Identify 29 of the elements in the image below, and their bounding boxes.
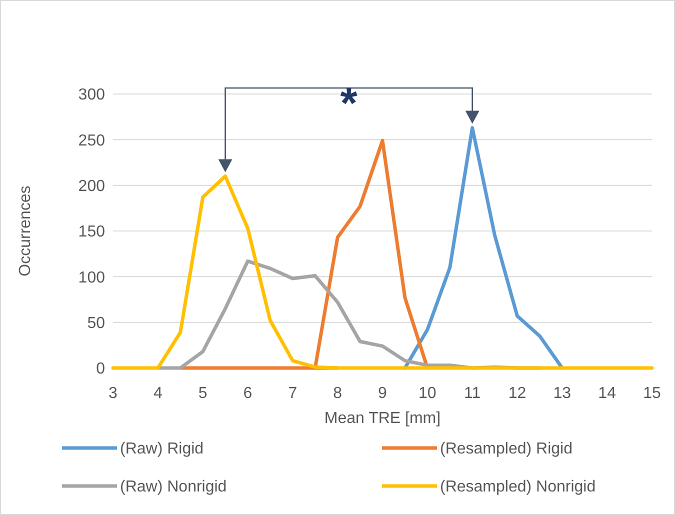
- legend-label: (Raw) Rigid: [120, 440, 204, 458]
- y-tick-label: 200: [78, 178, 106, 195]
- y-axis-title: Occurrences: [17, 186, 34, 276]
- legend-label: (Raw) Nonrigid: [120, 478, 227, 496]
- x-tick-label: 10: [418, 385, 436, 402]
- y-tick-label: 100: [78, 269, 106, 286]
- x-tick-label: 3: [108, 385, 118, 402]
- x-tick-label: 15: [643, 385, 661, 402]
- y-tick-label: 150: [78, 224, 106, 241]
- x-tick-label: 4: [153, 385, 162, 402]
- y-tick-label: 50: [87, 314, 106, 332]
- legend-label: (Resampled) Nonrigid: [440, 478, 596, 496]
- x-tick-label: 5: [198, 385, 208, 402]
- annotation: *: [340, 79, 358, 128]
- legend-label: (Resampled) Rigid: [440, 440, 572, 458]
- x-tick-label: 13: [553, 385, 572, 402]
- x-tick-label: 12: [508, 385, 526, 402]
- line-series: [111, 174, 654, 370]
- x-tick-label: 14: [598, 385, 616, 402]
- y-tick-label: 250: [78, 132, 106, 150]
- x-tick-label: 8: [333, 385, 342, 402]
- x-tick-label: 11: [464, 385, 481, 402]
- x-tick-label: 9: [378, 385, 388, 402]
- y-tick-label: 300: [78, 86, 106, 104]
- x-axis-title: Mean TRE [mm]: [324, 410, 441, 427]
- x-tick-label: 7: [288, 385, 298, 402]
- x-tick-label: 6: [243, 385, 252, 402]
- line-series: [178, 138, 430, 370]
- y-tick-label: 0: [96, 360, 106, 378]
